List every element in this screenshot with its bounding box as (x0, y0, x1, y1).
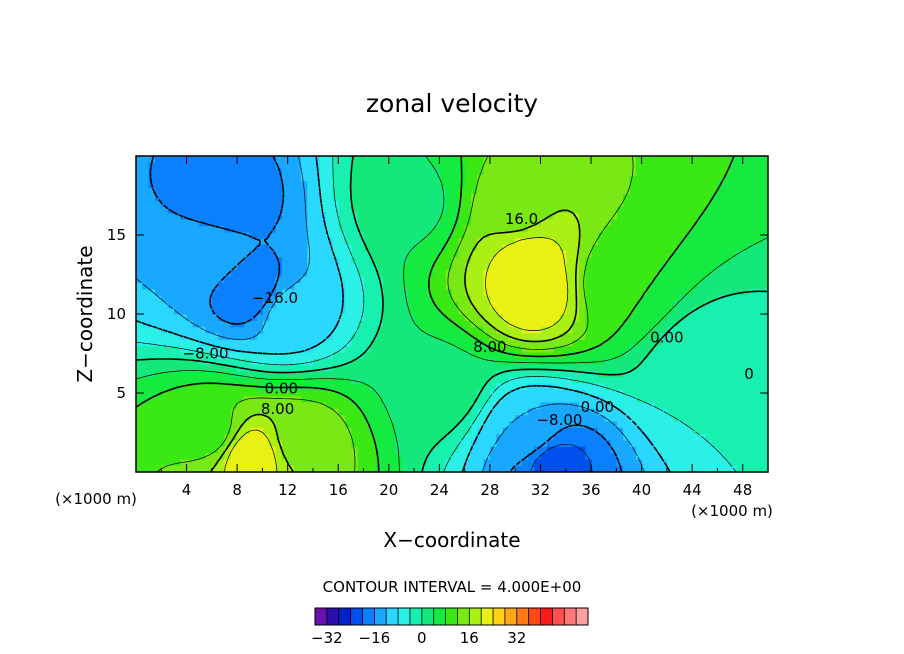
colorbar-swatch (362, 608, 375, 625)
contour-label: 8.00 (473, 338, 506, 356)
colorbar-swatch (386, 608, 399, 625)
contour-interval-note: CONTOUR INTERVAL = 4.000E+00 (323, 578, 582, 596)
field-band (136, 156, 668, 472)
colorbar-tick-label: 32 (507, 629, 526, 647)
colorbar-swatch (398, 608, 411, 625)
y-tick-label: 5 (116, 384, 126, 402)
x-tick-label: 24 (430, 481, 449, 499)
colorbar-swatch (493, 608, 506, 625)
contour-line (136, 156, 737, 472)
x-tick-label: 40 (632, 481, 651, 499)
colorbar-swatch (326, 608, 340, 625)
velocity-field (136, 156, 768, 472)
colorbar-swatch (504, 608, 518, 625)
colorbar-swatch (457, 608, 470, 625)
colorbar-swatch (350, 608, 363, 625)
field-band (136, 156, 737, 472)
contour-labels: 16.0−16.0−8.000.008.008.000.00−8.000.000 (183, 210, 754, 429)
colorbar-swatch (409, 608, 423, 625)
colorbar-swatch (433, 608, 446, 625)
field-band (534, 446, 592, 472)
contour-label: −8.00 (183, 345, 229, 363)
colorbar-tick-label: 0 (417, 629, 427, 647)
colorbar-swatch (481, 608, 494, 625)
colorbar-swatch (445, 608, 458, 625)
colorbar-tick-label: −32 (311, 629, 343, 647)
x-tick-label: 32 (531, 481, 550, 499)
contour-label: 0.00 (650, 329, 683, 347)
field-band (136, 156, 731, 472)
contour-line (209, 209, 581, 472)
colorbar-swatch (564, 608, 577, 625)
colorbar-tick-labels: −32 −16 0 16 32 (311, 629, 526, 647)
colorbar-swatch (552, 608, 565, 625)
colorbar-swatch (338, 608, 352, 625)
x-tick-label: 48 (733, 481, 752, 499)
contour-line (224, 237, 569, 472)
x-axis-unit-right: (×1000 m) (691, 502, 773, 520)
contour-label: 0.00 (581, 398, 614, 416)
x-tick-label: 12 (278, 481, 297, 499)
colorbar-swatch (315, 608, 328, 625)
x-tick-label: 16 (329, 481, 348, 499)
colorbar-tick-label: 16 (460, 629, 479, 647)
contour-lines (136, 156, 768, 472)
y-axis-label: Z−coordinate (73, 245, 97, 382)
x-axis-ticks: 4 8 12 16 20 24 28 32 36 40 44 48 (160, 156, 752, 499)
contour-label: 0.00 (265, 379, 298, 397)
x-axis-label: X−coordinate (383, 528, 520, 552)
field-band (148, 156, 624, 472)
field-band (136, 156, 768, 472)
y-axis-ticks: 5 10 15 (107, 226, 768, 402)
x-axis-unit-left: (×1000 m) (55, 490, 137, 508)
field-band (161, 156, 636, 472)
contour-line (136, 156, 645, 472)
colorbar-swatch (516, 608, 530, 625)
contour-line (529, 444, 593, 472)
colorbar (314, 607, 589, 626)
field-band (136, 156, 768, 472)
contour-label: 8.00 (261, 400, 294, 418)
contour-label: −16.0 (252, 289, 298, 307)
y-tick-label: 10 (107, 305, 126, 323)
x-tick-label: 44 (683, 481, 702, 499)
contour-label: 0 (744, 365, 754, 383)
contour-line (136, 156, 768, 472)
y-tick-label: 15 (107, 226, 126, 244)
x-tick-label: 28 (480, 481, 499, 499)
colorbar-swatch (469, 608, 482, 625)
colorbar-swatch (540, 608, 553, 625)
contour-line (136, 156, 671, 472)
contour-line (136, 156, 735, 472)
contour-line (149, 156, 623, 472)
field-band (224, 238, 567, 472)
colorbar-frame (314, 607, 589, 626)
colorbar-swatch (528, 608, 541, 625)
colorbar-swatch (421, 608, 435, 625)
contour-line (136, 156, 768, 472)
x-tick-label: 4 (182, 481, 192, 499)
x-tick-label: 8 (232, 481, 242, 499)
x-tick-label: 36 (581, 481, 600, 499)
colorbar-swatch (374, 608, 387, 625)
colorbar-swatch (576, 608, 589, 625)
contour-label: −8.00 (536, 411, 582, 429)
chart-title: zonal velocity (366, 89, 538, 118)
contour-label: 16.0 (505, 210, 538, 228)
colorbar-tick-label: −16 (359, 629, 391, 647)
x-tick-label: 20 (379, 481, 398, 499)
